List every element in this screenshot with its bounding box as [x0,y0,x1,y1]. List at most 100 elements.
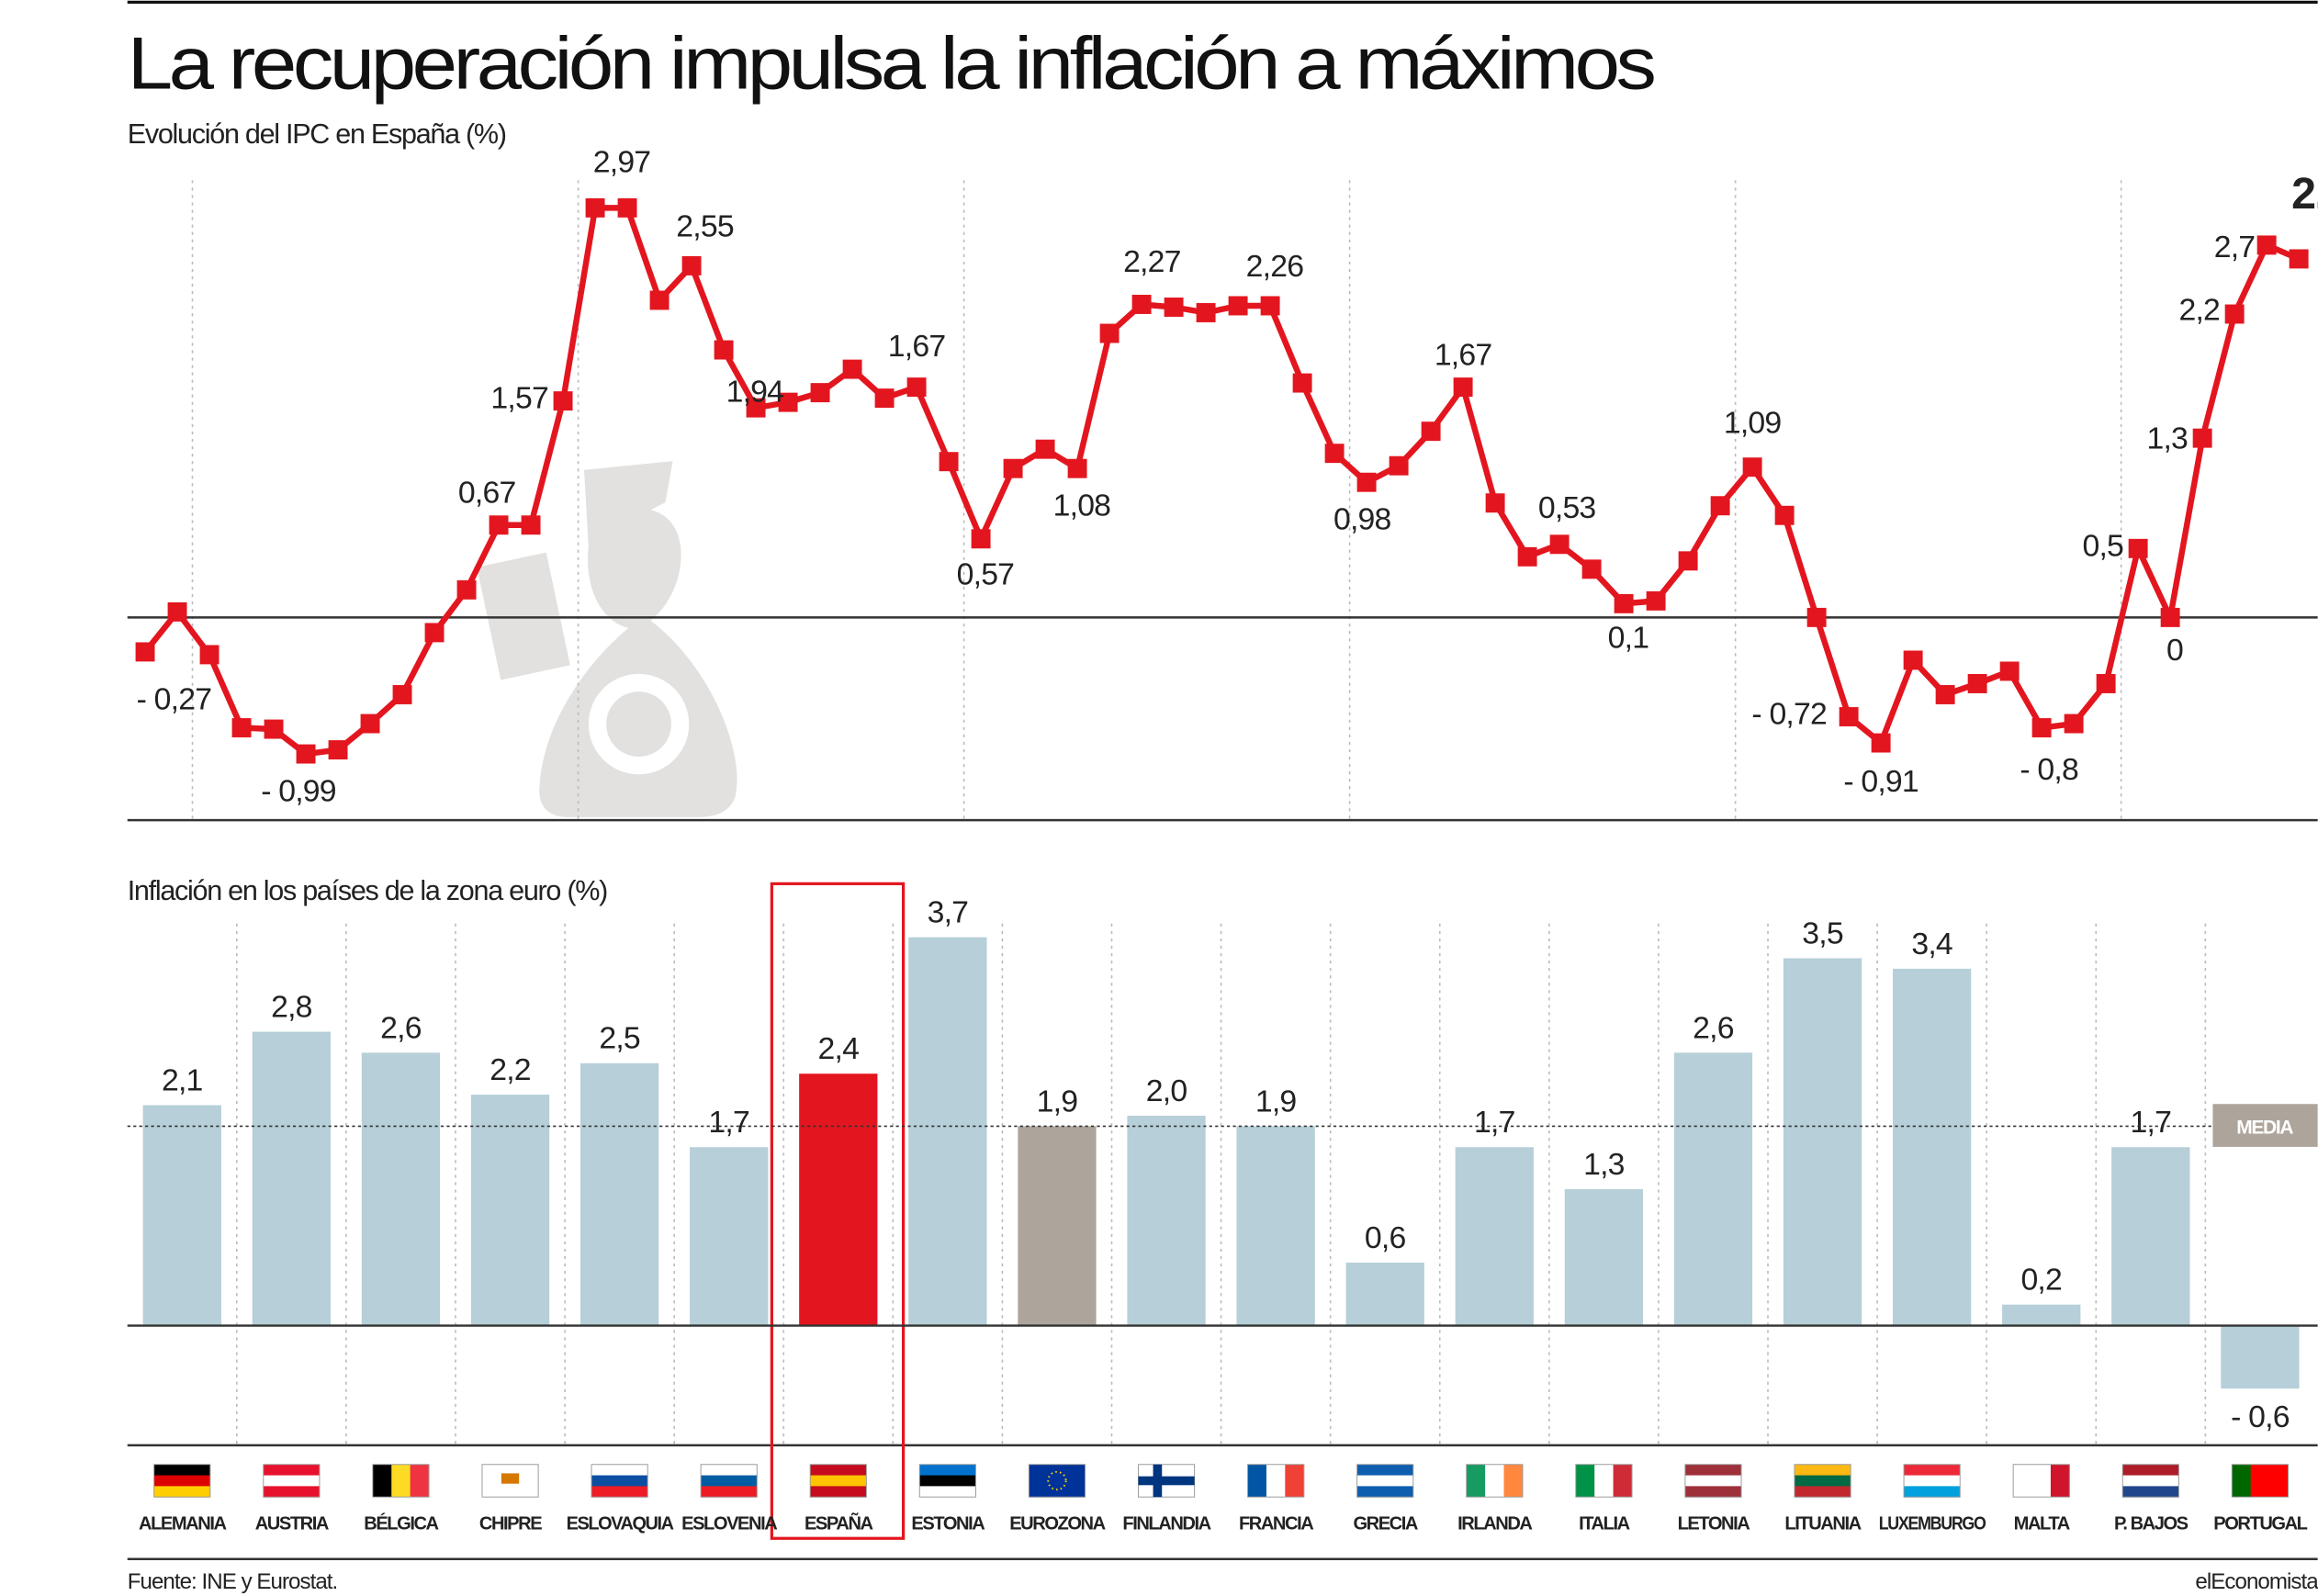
flag-stripe [701,1475,758,1487]
flag [1794,1464,1851,1498]
flag-stripe [481,1486,539,1498]
value-label: 2,5 [599,1021,640,1056]
mean-badge [2212,1104,2318,1147]
flag-stripe [810,1464,867,1477]
ipc-marker [553,391,573,411]
ipc-marker [1292,373,1312,393]
x-tick-label: ESLOVENIA [681,1514,777,1534]
ipc-marker [1742,457,1762,478]
bar [1127,1115,1206,1326]
flag-border [372,1464,430,1498]
flag-stripe [1594,1464,1615,1498]
flag-stripe [1356,1475,1413,1487]
flag-border [1903,1464,1961,1498]
ipc-marker [1581,559,1602,579]
flag-stripe [1029,1486,1086,1498]
data-label: - 0,91 [1843,764,1919,799]
flag-stripe [1466,1464,1486,1498]
ipc-marker [1099,323,1120,343]
value-label: 0,2 [2020,1263,2062,1298]
ipc-marker [617,197,637,218]
flag-stripe [263,1486,320,1498]
ipc-marker [1260,296,1280,316]
value-label: 2,2 [489,1052,531,1087]
flag-stripe [372,1464,392,1498]
flag-stripe [2013,1464,2033,1498]
ipc-marker [1196,303,1216,322]
title: La recuperación impulsa la inflación a m… [128,23,1655,106]
ipc-marker [231,718,252,737]
flag-stripe [1904,1475,1961,1487]
flag-stripe [701,1486,758,1498]
bar [1783,958,1862,1326]
ipc-marker [360,714,380,734]
data-label: 1,09 [1724,406,1782,441]
ipc-marker [1935,685,1955,704]
x-tick-label: LUXEMBURGO [1879,1514,1986,1534]
flag-border [591,1464,648,1498]
ipc-marker [1131,295,1152,314]
bar [580,1062,659,1326]
flag-stripe [810,1486,867,1498]
ipc-marker [906,377,927,398]
x-tick-label: LITUANIA [1784,1514,1861,1534]
data-label: 2,7 [2214,230,2256,264]
flag-stripe [701,1464,758,1477]
ipc-marker [1228,296,1248,316]
ipc-marker [681,255,702,275]
bar [1892,968,1972,1326]
bar [908,937,987,1326]
data-label: 0 [2166,633,2183,668]
flag [591,1464,648,1498]
brand: elEconomista [2195,1569,2318,1594]
flag [918,1464,976,1498]
bar [361,1052,441,1326]
ipc-marker [489,515,509,535]
data-label: - 0,27 [137,681,212,716]
flag [1903,1464,1961,1498]
flag-stripe [2269,1464,2289,1498]
bar [1345,1262,1424,1326]
x-tick-label: CHIPRE [479,1514,542,1534]
ipc-marker [456,579,477,600]
flag [809,1464,867,1498]
ipc-marker [1067,458,1087,478]
ipc-marker [1839,707,1859,726]
ipc-marker [649,290,670,310]
data-label: 0,98 [1333,502,1391,537]
x-tick-label: PORTUGAL [2213,1514,2307,1534]
flag-stripe [1485,1464,1504,1498]
ipc-marker [842,359,862,379]
flag-border [1466,1464,1524,1498]
flag-stripe [153,1475,210,1487]
bar [1018,1126,1097,1326]
data-label: 0,53 [1538,490,1596,525]
ipc-marker [874,388,895,409]
flag [2121,1464,2179,1498]
flag-stripe [2122,1464,2179,1477]
data-label: 1,57 [490,381,548,416]
ipc-marker [1453,377,1473,398]
x-tick-label: EUROZONA [1009,1514,1105,1534]
bar [2002,1304,2081,1326]
bar [799,1073,878,1326]
ipc-marker [2128,538,2148,558]
ipc-marker [1710,496,1730,516]
flag-stripe [263,1464,320,1477]
flag-border [1356,1464,1414,1498]
flag-border [1575,1464,1633,1498]
ipc-marker [1646,590,1666,611]
ipc-marker [1678,551,1698,571]
flag-border [2012,1464,2070,1498]
flag-detail [501,1473,520,1484]
x-tick-label: ALEMANIA [139,1514,226,1534]
flag-border [2121,1464,2179,1498]
flag [1466,1464,1524,1498]
ipc-marker [2031,718,2052,737]
data-label: 2,97 [593,145,651,180]
x-tick-label: BÉLGICA [364,1513,438,1534]
ipc-marker [2256,235,2277,255]
flag [2231,1464,2289,1498]
ipc-marker [167,601,187,622]
value-label: 2,8 [271,989,312,1024]
